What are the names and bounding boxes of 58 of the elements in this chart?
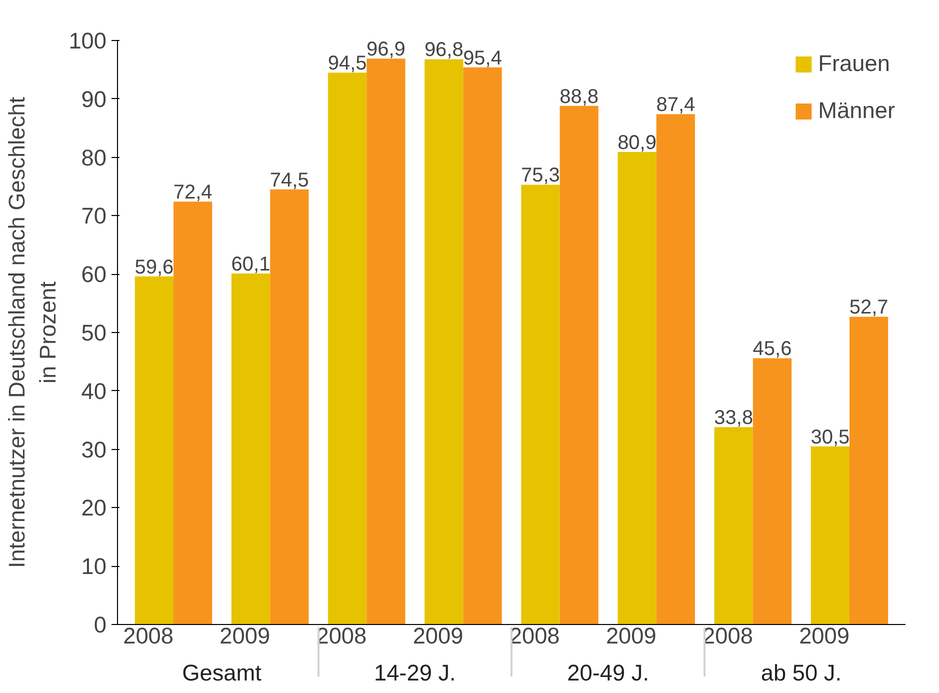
bar [849, 316, 888, 624]
y-tick-label: 60 [81, 261, 106, 288]
data-label: 74,5 [270, 169, 309, 192]
x-tick-label: 2008 [123, 622, 174, 648]
legend-label: Männer [818, 97, 895, 124]
x-tick-label: 2009 [220, 622, 270, 648]
y-tick-label: 80 [81, 144, 106, 170]
data-label: 94,5 [328, 52, 367, 75]
data-label: 59,6 [134, 256, 174, 278]
y-tick-label: 0 [94, 612, 107, 638]
text: 14-29 J. [374, 660, 456, 686]
legend-label: Frauen [818, 50, 890, 77]
x-tick-label: 2008 [509, 622, 560, 648]
x-tick-label: 2008 [316, 622, 367, 648]
bar [656, 114, 695, 624]
data-label: 52,7 [849, 296, 888, 319]
bar [174, 202, 212, 624]
data-label: 88,8 [560, 86, 599, 108]
y-tick-label: 20 [81, 494, 106, 521]
y-tick-label: 70 [81, 202, 106, 229]
bar [560, 106, 598, 624]
y-tick-label: 30 [81, 436, 106, 462]
bar [270, 189, 309, 624]
x-tick-label: 2009 [799, 622, 850, 648]
bar [231, 274, 270, 624]
y-tick-label: 100 [68, 28, 107, 54]
data-label: 45,6 [752, 338, 792, 360]
data-label: 96,8 [424, 39, 464, 62]
bar [752, 358, 792, 624]
bar [366, 58, 406, 624]
data-label: 60,1 [231, 254, 270, 276]
data-label: 30,5 [810, 426, 850, 448]
y-axis-title: Internetnutzer in Deutschland nach Geschlecht in Prozent [4, 96, 61, 568]
data-label: 80,9 [618, 132, 657, 154]
x-tick-label: 2009 [412, 622, 464, 648]
y-tick-label: 40 [81, 378, 106, 404]
data-label: 95,4 [463, 47, 502, 70]
y-tick-label: 90 [81, 86, 106, 112]
data-label: 75,3 [521, 164, 560, 187]
bar [810, 446, 850, 624]
bar [521, 184, 560, 624]
data-label: 96,9 [366, 38, 406, 61]
x-tick-label: 2009 [606, 622, 656, 648]
data-label: 33,8 [714, 407, 754, 430]
text: Gesamt [182, 660, 262, 686]
bar [714, 427, 753, 624]
bar [424, 59, 464, 624]
text: ab 50 J. [760, 660, 842, 686]
y-tick-label: 10 [81, 553, 106, 580]
bar [134, 276, 174, 624]
bar [618, 152, 656, 624]
bar [328, 72, 367, 624]
data-label: 72,4 [173, 182, 212, 204]
bar [463, 67, 502, 624]
y-tick-label: 50 [81, 320, 106, 346]
data-label: 87,4 [656, 94, 696, 116]
text: 20-49 J. [567, 660, 650, 686]
x-tick-label: 2008 [702, 622, 753, 648]
